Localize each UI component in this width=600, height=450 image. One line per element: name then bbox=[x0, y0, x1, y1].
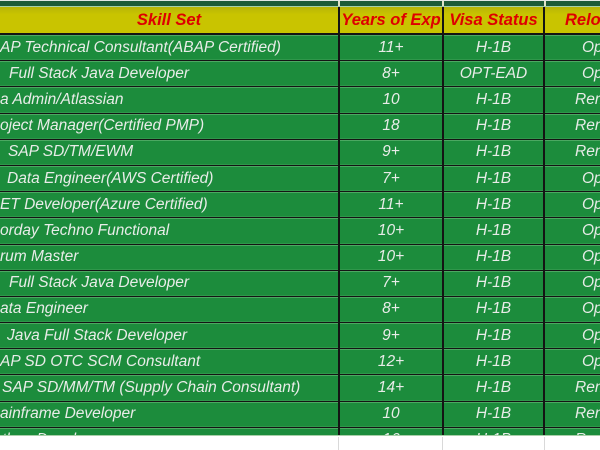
skill-cell[interactable]: a Admin/Atlassian bbox=[0, 86, 340, 114]
skill-cell[interactable]: Data Engineer(AWS Certified) bbox=[0, 164, 340, 193]
years-exp-cell[interactable]: 7+ bbox=[338, 269, 444, 297]
table-row: SAP SD/MM/TM (Supply Chain Consultant) 14… bbox=[0, 374, 600, 402]
skill-cell[interactable]: Full Stack Java Developer bbox=[0, 269, 340, 297]
years-exp-cell[interactable]: 8+ bbox=[338, 60, 444, 88]
skill-cell[interactable]: Full Stack Java Developer bbox=[0, 60, 340, 88]
table-row: oject Manager(Certified PMP)18H-1BRem bbox=[0, 112, 600, 140]
skill-cell[interactable]: orday Techno Functional bbox=[0, 217, 340, 245]
skill-cell[interactable]: AP Technical Consultant(ABAP Certified) bbox=[0, 33, 340, 62]
relocation-cell[interactable]: Op bbox=[543, 322, 600, 350]
years-exp-cell[interactable]: 10+ bbox=[338, 243, 444, 271]
visa-status-cell[interactable]: H-1B bbox=[442, 191, 545, 219]
skill-cell[interactable]: ata Engineer bbox=[0, 295, 340, 324]
skill-cell[interactable]: SAP SD/TM/EWM bbox=[0, 138, 340, 166]
visa-status-cell[interactable]: H-1B bbox=[442, 374, 545, 402]
gridline bbox=[442, 437, 443, 450]
visa-status-cell[interactable]: H-1B bbox=[442, 164, 545, 193]
table-row: Data Engineer(AWS Certified)7+H-1BOp bbox=[0, 164, 600, 193]
visa-status-cell[interactable]: H-1B bbox=[442, 400, 545, 428]
visa-status-cell[interactable]: H-1B bbox=[442, 243, 545, 271]
years-exp-cell[interactable]: 18 bbox=[338, 112, 444, 140]
empty-cells-below-table[interactable] bbox=[0, 435, 600, 450]
skill-cell[interactable]: Java Full Stack Developer bbox=[0, 322, 340, 350]
relocation-cell[interactable]: Rem bbox=[543, 138, 600, 166]
years-exp-cell[interactable]: 14+ bbox=[338, 374, 444, 402]
visa-status-cell[interactable]: H-1B bbox=[442, 217, 545, 245]
visa-status-cell[interactable]: H-1B bbox=[442, 322, 545, 350]
years-exp-cell[interactable]: 9+ bbox=[338, 322, 444, 350]
relocation-cell[interactable]: Op bbox=[543, 191, 600, 219]
relocation-cell[interactable]: Op bbox=[543, 33, 600, 62]
relocation-cell[interactable]: Op bbox=[543, 164, 600, 193]
header-row: Skill Set Years of Exp Visa Status Reloc bbox=[0, 7, 600, 35]
relocation-cell[interactable]: Op bbox=[543, 295, 600, 324]
column-header-visa-status[interactable]: Visa Status bbox=[442, 7, 545, 35]
years-exp-cell[interactable]: 9+ bbox=[338, 138, 444, 166]
column-header-years-of-exp[interactable]: Years of Exp bbox=[338, 7, 444, 35]
skills-table: Skill Set Years of Exp Visa Status Reloc… bbox=[0, 7, 600, 450]
gridline bbox=[544, 437, 545, 450]
relocation-cell[interactable]: Op bbox=[543, 217, 600, 245]
years-exp-cell[interactable]: 12+ bbox=[338, 348, 444, 376]
relocation-cell[interactable]: Op bbox=[543, 269, 600, 297]
visa-status-cell[interactable]: H-1B bbox=[442, 269, 545, 297]
table-row: ET Developer(Azure Certified)11+H-1BOp bbox=[0, 191, 600, 219]
gridline bbox=[338, 437, 339, 450]
visa-status-cell[interactable]: H-1B bbox=[442, 33, 545, 62]
years-exp-cell[interactable]: 8+ bbox=[338, 295, 444, 324]
years-exp-cell[interactable]: 10+ bbox=[338, 217, 444, 245]
visa-status-cell[interactable]: H-1B bbox=[442, 112, 545, 140]
relocation-cell[interactable]: Op bbox=[543, 243, 600, 271]
visa-status-cell[interactable]: H-1B bbox=[442, 86, 545, 114]
gridline-tick bbox=[544, 1, 546, 6]
years-exp-cell[interactable]: 11+ bbox=[338, 191, 444, 219]
years-exp-cell[interactable]: 10 bbox=[338, 86, 444, 114]
relocation-cell[interactable]: Rem bbox=[543, 374, 600, 402]
visa-status-cell[interactable]: H-1B bbox=[442, 138, 545, 166]
relocation-cell[interactable]: Rem bbox=[543, 400, 600, 428]
skill-cell[interactable]: SAP SD/MM/TM (Supply Chain Consultant) bbox=[0, 374, 340, 402]
gridline-tick bbox=[338, 1, 340, 6]
column-header-relocation[interactable]: Reloc bbox=[543, 7, 600, 35]
visa-status-cell[interactable]: H-1B bbox=[442, 295, 545, 324]
skill-cell[interactable]: rum Master bbox=[0, 243, 340, 271]
years-exp-cell[interactable]: 10 bbox=[338, 400, 444, 428]
relocation-cell[interactable]: Op bbox=[543, 348, 600, 376]
skill-cell[interactable]: ET Developer(Azure Certified) bbox=[0, 191, 340, 219]
years-exp-cell[interactable]: 7+ bbox=[338, 164, 444, 193]
row-above-remnant bbox=[0, 0, 600, 7]
visa-status-cell[interactable]: H-1B bbox=[442, 348, 545, 376]
skill-cell[interactable]: AP SD OTC SCM Consultant bbox=[0, 348, 340, 376]
skill-cell[interactable]: oject Manager(Certified PMP) bbox=[0, 112, 340, 140]
table-row: AP Technical Consultant(ABAP Certified) 1… bbox=[0, 33, 600, 62]
column-header-skill-set[interactable]: Skill Set bbox=[0, 7, 340, 35]
skill-cell[interactable]: ainframe Developer bbox=[0, 400, 340, 428]
years-exp-cell[interactable]: 11+ bbox=[338, 33, 444, 62]
relocation-cell[interactable]: Rem bbox=[543, 112, 600, 140]
relocation-cell[interactable]: Rem bbox=[543, 86, 600, 114]
visa-status-cell[interactable]: OPT-EAD bbox=[442, 60, 545, 88]
relocation-cell[interactable]: Op bbox=[543, 60, 600, 88]
gridline-tick bbox=[442, 1, 444, 6]
